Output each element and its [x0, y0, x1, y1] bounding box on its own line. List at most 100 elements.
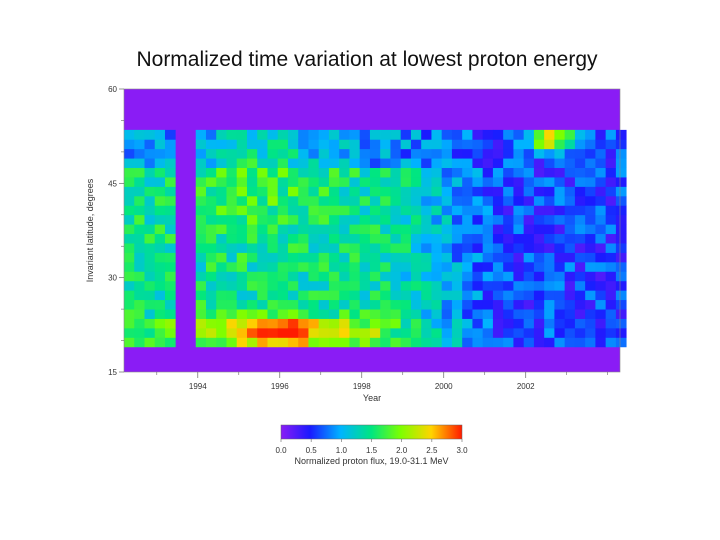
- heatmap-cell: [400, 195, 412, 206]
- heatmap-cell: [492, 318, 504, 329]
- heatmap-cell: [472, 261, 484, 272]
- heatmap-cell: [482, 271, 494, 282]
- heatmap-cell: [421, 271, 432, 282]
- heatmap-cell: [380, 139, 391, 150]
- heatmap-cell: [595, 148, 607, 159]
- heatmap-cell: [482, 233, 494, 244]
- heatmap-cell: [421, 243, 432, 253]
- heatmap-cell: [144, 205, 156, 216]
- heatmap-cell: [441, 158, 453, 169]
- heatmap-cell: [154, 309, 166, 319]
- heatmap-cell: [533, 290, 545, 301]
- heatmap-cell: [349, 309, 361, 319]
- heatmap-cell: [257, 337, 268, 348]
- heatmap-cell: [236, 327, 248, 338]
- heatmap-cell: [492, 252, 504, 263]
- heatmap-cell: [390, 148, 402, 159]
- heatmap-cell: [585, 195, 596, 206]
- heatmap-cell: [328, 327, 340, 338]
- heatmap-cell: [585, 290, 596, 301]
- heatmap-cell: [195, 167, 207, 178]
- heatmap-cell: [574, 233, 586, 244]
- heatmap-cell: [246, 327, 258, 338]
- heatmap-cell: [339, 205, 350, 216]
- heatmap-cell: [564, 337, 576, 348]
- heatmap-cell: [236, 290, 248, 301]
- heatmap-cell: [390, 290, 402, 301]
- heatmap-cell: [544, 261, 555, 272]
- heatmap-cell: [124, 224, 135, 235]
- heatmap-cell: [451, 327, 463, 338]
- heatmap-cell: [574, 337, 586, 348]
- heatmap-cell: [523, 280, 535, 291]
- heatmap-cell: [369, 139, 381, 150]
- heatmap-cell: [359, 224, 371, 235]
- heatmap-cell: [482, 299, 494, 310]
- heatmap-cell: [472, 177, 484, 187]
- heatmap-cell: [564, 205, 576, 216]
- heatmap-cell: [441, 148, 453, 159]
- heatmap-cell: [390, 129, 402, 140]
- heatmap-cell: [431, 280, 443, 291]
- heatmap-cell: [482, 214, 494, 225]
- heatmap-cell: [380, 299, 391, 310]
- heatmap-cell: [216, 337, 227, 348]
- heatmap-cell: [462, 139, 473, 150]
- heatmap-cell: [574, 177, 586, 187]
- heatmap-cell: [390, 186, 402, 197]
- heatmap-cell: [380, 252, 391, 263]
- y-tick-label: 30: [108, 274, 117, 283]
- heatmap-cell: [144, 299, 156, 310]
- heatmap-cell: [257, 195, 268, 206]
- heatmap-cell: [410, 337, 422, 348]
- heatmap-cell: [441, 327, 453, 338]
- heatmap-cell: [544, 327, 555, 338]
- heatmap-cell: [328, 280, 340, 291]
- heatmap-cell: [585, 337, 596, 348]
- heatmap-cell: [144, 148, 156, 159]
- heatmap-cell: [257, 129, 268, 140]
- heatmap-cell: [164, 337, 176, 348]
- heatmap-cell: [503, 271, 514, 282]
- heatmap-cell: [492, 327, 504, 338]
- heatmap-cell: [605, 224, 617, 235]
- heatmap-cell: [339, 271, 350, 282]
- heatmap-cell: [154, 167, 166, 178]
- heatmap-cell: [533, 129, 545, 140]
- heatmap-cell: [462, 337, 473, 348]
- heatmap-cell: [134, 261, 145, 272]
- heatmap-cell: [390, 318, 402, 329]
- heatmap-cell: [154, 214, 166, 225]
- heatmap-cell: [533, 214, 545, 225]
- heatmap-cell: [492, 271, 504, 282]
- heatmap-cell: [533, 205, 545, 216]
- heatmap-cell: [462, 327, 473, 338]
- heatmap-cell: [462, 129, 473, 140]
- chart-title: Normalized time variation at lowest prot…: [136, 48, 598, 71]
- heatmap-cell: [216, 205, 227, 216]
- heatmap-cell: [513, 243, 525, 253]
- heatmap-cell: [287, 261, 299, 272]
- heatmap-cell: [164, 327, 176, 338]
- heatmap-cell: [134, 139, 145, 150]
- heatmap-cell: [554, 167, 566, 178]
- heatmap-cell: [164, 290, 176, 301]
- heatmap-cell: [205, 205, 217, 216]
- heatmap-cell: [339, 214, 350, 225]
- heatmap-cell: [154, 148, 166, 159]
- heatmap-cell: [544, 271, 555, 282]
- heatmap-cell: [451, 129, 463, 140]
- heatmap-cell: [380, 214, 391, 225]
- heatmap-cell: [523, 148, 535, 159]
- heatmap-cell: [451, 224, 463, 235]
- heatmap-cell: [574, 309, 586, 319]
- heatmap-cell: [267, 148, 279, 159]
- heatmap-cell: [195, 129, 207, 140]
- heatmap-cell: [287, 167, 299, 178]
- heatmap-cell: [441, 271, 453, 282]
- heatmap-cell: [226, 327, 238, 338]
- heatmap-cell: [277, 252, 289, 263]
- heatmap-cell: [492, 243, 504, 253]
- heatmap-cell: [380, 309, 391, 319]
- heatmap-cell: [462, 158, 473, 169]
